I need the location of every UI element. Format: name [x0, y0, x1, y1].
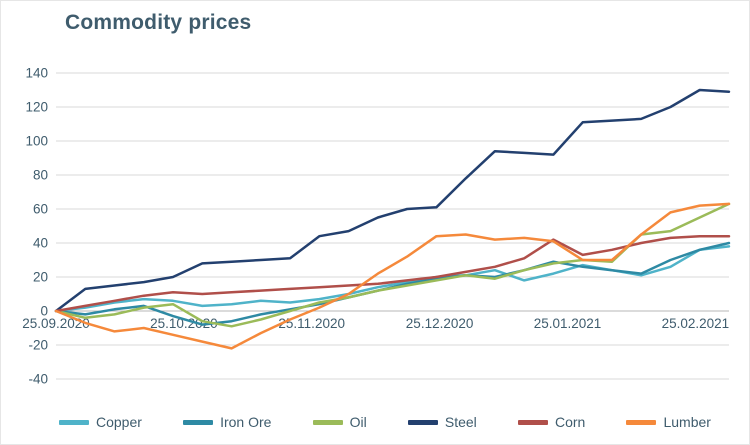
x-tick-label: 25.11.2020 [278, 316, 345, 331]
legend-label-copper: Copper [96, 414, 142, 430]
legend-label-lumber: Lumber [663, 414, 711, 430]
legend-item-copper: Copper [59, 414, 142, 430]
legend-swatch-steel [407, 419, 438, 425]
legend-item-steel: Steel [407, 414, 477, 430]
legend-item-oil: Oil [312, 414, 367, 430]
y-tick-label: 80 [33, 168, 48, 183]
series-line-corn [54, 234, 731, 313]
y-tick-label: 0 [40, 304, 48, 319]
legend-swatch-oil [312, 419, 343, 425]
legend-swatch-corn [517, 419, 548, 425]
y-tick-label: 40 [33, 236, 48, 251]
legend-label-oil: Oil [349, 414, 367, 430]
series-line-lumber [54, 202, 731, 350]
legend-label-corn: Corn [554, 414, 586, 430]
x-tick-label: 25.12.2020 [406, 316, 474, 331]
y-tick-label: -40 [28, 372, 48, 387]
legend-item-iron-ore: Iron Ore [183, 414, 271, 430]
legend-swatch-lumber [626, 419, 657, 425]
y-tick-label: 60 [33, 202, 48, 217]
x-tick-label: 25.09.2020 [22, 316, 90, 331]
chart-legend: Copper Iron Ore Oil Steel Corn Lumber [59, 414, 711, 430]
y-tick-label: 20 [33, 270, 48, 285]
series-line-steel [54, 88, 731, 313]
legend-swatch-copper [59, 419, 89, 425]
y-tick-label: 140 [25, 66, 48, 81]
legend-item-lumber: Lumber [626, 414, 711, 430]
y-tick-label: 100 [25, 134, 48, 149]
chart-title: Commodity prices [65, 11, 252, 34]
y-tick-label: -20 [28, 338, 48, 353]
legend-item-corn: Corn [517, 414, 586, 430]
y-tick-label: 120 [25, 100, 48, 115]
legend-swatch-iron-ore [183, 419, 214, 425]
x-tick-label: 25.01.2021 [534, 316, 602, 331]
legend-label-steel: Steel [444, 414, 477, 430]
x-tick-label: 25.02.2021 [662, 316, 730, 331]
legend-label-iron-ore: Iron Ore [220, 414, 272, 430]
